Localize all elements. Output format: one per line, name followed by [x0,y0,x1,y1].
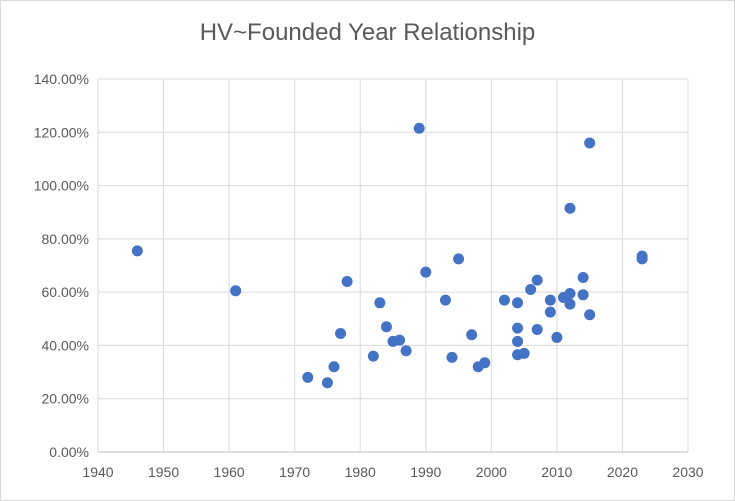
y-tick-label: 80.00% [42,231,89,247]
data-point [420,266,432,278]
x-tick-label: 1940 [82,464,113,480]
data-point [518,347,530,359]
y-tick-label: 0.00% [49,444,89,460]
data-point [531,323,543,335]
data-point [544,306,556,318]
x-tick-label: 2010 [541,464,572,480]
y-tick-label: 60.00% [42,284,89,300]
data-point [531,274,543,286]
x-tick-label: 1980 [345,464,376,480]
x-tick-label: 2000 [476,464,507,480]
data-point [380,321,392,333]
data-point [367,350,379,362]
x-tick-label: 2030 [672,464,703,480]
chart-title: HV~Founded Year Relationship [199,19,536,46]
data-point [335,327,347,339]
data-point [413,122,425,134]
data-point [577,289,589,301]
data-point [564,287,576,299]
data-point [446,351,458,363]
data-point [525,283,537,295]
data-point [302,371,314,383]
data-point [400,345,412,357]
x-tick-label: 1950 [148,464,179,480]
data-point [394,334,406,346]
data-point [453,253,465,265]
x-tick-label: 1960 [214,464,245,480]
data-point [544,294,556,306]
data-point [498,294,510,306]
x-tick-label: 1970 [279,464,310,480]
x-tick-label: 1990 [410,464,441,480]
data-point [584,137,596,149]
y-tick-label: 100.00% [34,178,89,194]
data-point [341,275,353,287]
data-point [512,322,524,334]
data-point [131,245,143,257]
data-point [564,202,576,214]
y-tick-label: 140.00% [34,71,89,87]
x-tick-label: 2020 [607,464,638,480]
y-tick-label: 120.00% [34,124,89,140]
data-point [512,335,524,347]
data-point [479,357,491,369]
data-point [466,329,478,341]
data-point [636,253,648,265]
data-point [577,271,589,283]
data-point [439,294,451,306]
data-point [374,297,386,309]
data-point [230,285,242,297]
data-point [512,297,524,309]
data-point [328,361,340,373]
y-tick-label: 40.00% [42,337,89,353]
data-point [321,377,333,389]
data-point [551,331,563,343]
data-point [584,309,596,321]
y-tick-label: 20.00% [42,391,89,407]
data-point [564,298,576,310]
